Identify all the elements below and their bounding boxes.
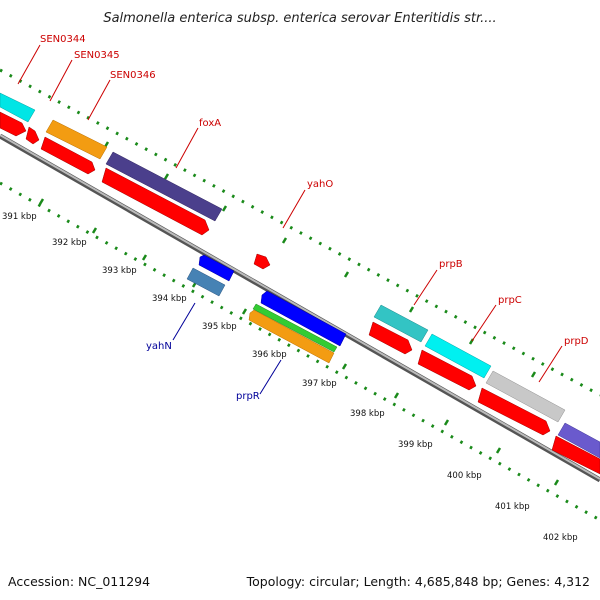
forward-cds-track — [0, 111, 600, 475]
accession-text: Accession: NC_011294 — [8, 574, 150, 589]
cds-arrow[interactable] — [25, 126, 40, 145]
scale-label: 393 kbp — [102, 266, 137, 276]
gene-label-yaho[interactable]: yahO — [307, 179, 333, 190]
cds-arrow[interactable] — [477, 387, 551, 436]
cds-arrow[interactable] — [368, 321, 413, 355]
gene-label-prpd[interactable]: prpD — [564, 336, 589, 347]
gene-label-foxa[interactable]: foxA — [199, 118, 221, 129]
inner-tick-row — [0, 181, 600, 522]
scale-label: 397 kbp — [302, 379, 337, 389]
outer-tick-row — [0, 68, 600, 397]
cds-arrow[interactable] — [253, 253, 271, 270]
genome-backbone — [0, 133, 600, 483]
gene-label-yahn[interactable]: yahN — [146, 341, 172, 352]
gene-labels: SEN0344 SEN0345 SEN0346 foxA yahO prpB p… — [40, 34, 589, 402]
scale-label: 395 kbp — [202, 322, 237, 332]
gene-feature[interactable] — [186, 267, 226, 297]
gene-label-prpr[interactable]: prpR — [236, 391, 260, 402]
scale-label: 391 kbp — [2, 212, 37, 222]
reverse-leader-lines — [172, 302, 282, 395]
scale-label: 399 kbp — [398, 440, 433, 450]
gene-label-sen0346[interactable]: SEN0346 — [110, 70, 156, 81]
cds-arrow[interactable] — [417, 349, 477, 391]
forward-gene-track — [0, 92, 600, 459]
cds-arrow[interactable] — [248, 309, 335, 364]
gene-label-sen0345[interactable]: SEN0345 — [74, 50, 120, 61]
scale-label: 394 kbp — [152, 294, 187, 304]
scale-label: 398 kbp — [350, 409, 385, 419]
gene-feature[interactable] — [105, 151, 223, 222]
cds-arrow[interactable] — [260, 290, 347, 347]
reverse-cds-track — [186, 254, 347, 364]
map-title: Salmonella enterica subsp. enterica sero… — [103, 11, 496, 26]
gene-feature[interactable] — [252, 303, 338, 353]
gene-feature[interactable] — [424, 333, 492, 379]
gene-feature[interactable] — [373, 304, 429, 343]
scale-label: 392 kbp — [52, 238, 87, 248]
scale-labels: 391 kbp 392 kbp 393 kbp 394 kbp 395 kbp … — [2, 212, 578, 543]
gene-feature[interactable] — [485, 370, 566, 423]
cds-arrow[interactable] — [101, 167, 210, 236]
forward-leader-lines — [17, 44, 563, 383]
cds-arrow[interactable] — [40, 136, 96, 175]
scale-label: 402 kbp — [543, 533, 578, 543]
gene-feature[interactable] — [557, 422, 600, 459]
topology-text: Topology: circular; Length: 4,685,848 bp… — [246, 574, 590, 589]
outer-major-ticks — [103, 141, 537, 378]
cds-arrow[interactable] — [198, 254, 235, 282]
gene-feature[interactable] — [0, 92, 36, 123]
gene-label-prpc[interactable]: prpC — [498, 295, 522, 306]
scale-label: 400 kbp — [447, 471, 482, 481]
cds-arrow[interactable] — [0, 111, 27, 137]
scale-label: 396 kbp — [252, 350, 287, 360]
cds-arrow[interactable] — [551, 435, 600, 475]
gene-label-sen0344[interactable]: SEN0344 — [40, 34, 86, 45]
scale-label: 401 kbp — [495, 502, 530, 512]
gene-feature[interactable] — [45, 119, 108, 160]
gene-label-prpb[interactable]: prpB — [439, 259, 463, 270]
